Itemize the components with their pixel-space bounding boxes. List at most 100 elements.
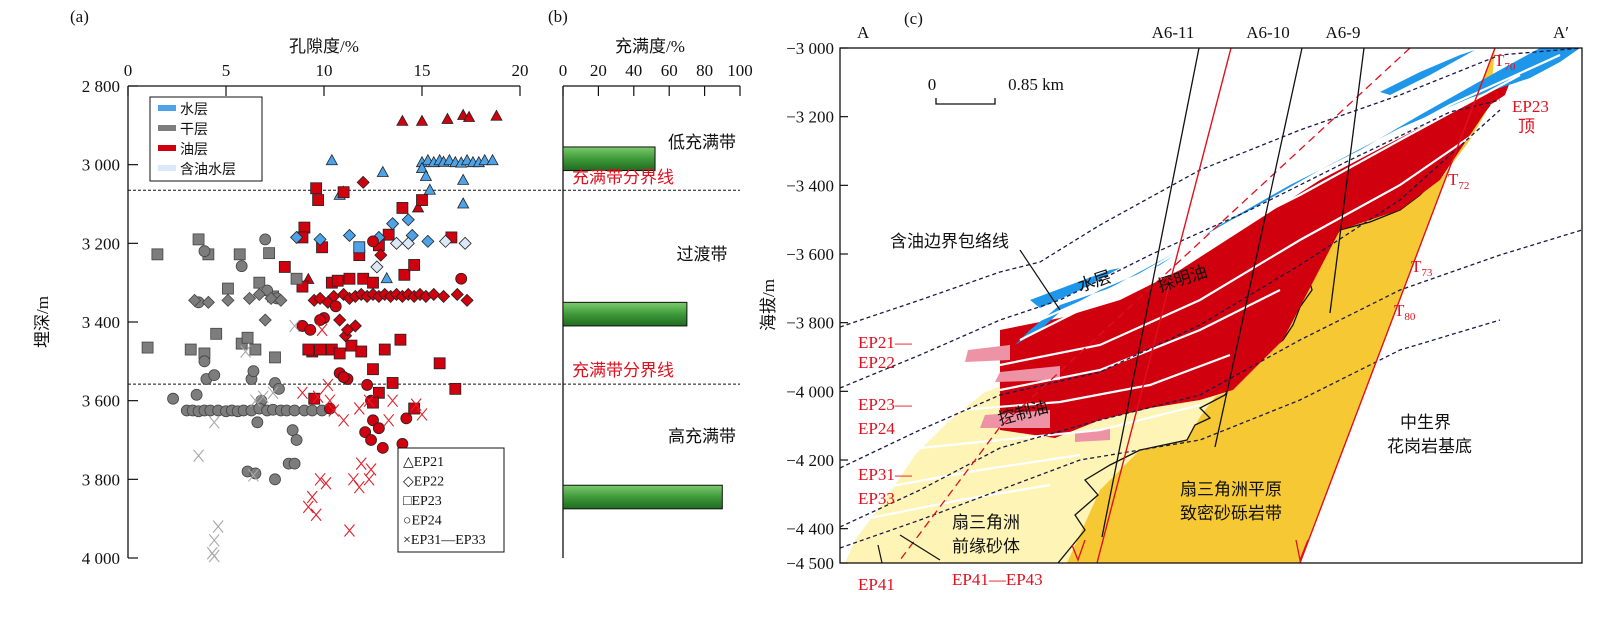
data-point-ep21-oil bbox=[415, 114, 429, 126]
x-tick-label: 20 bbox=[512, 61, 529, 80]
data-point-ep22-oil bbox=[333, 313, 347, 327]
horizon-t70: T70 bbox=[1494, 51, 1516, 73]
filling-x-tick-label: 40 bbox=[625, 61, 642, 80]
data-point-ep22-oil bbox=[436, 289, 451, 303]
data-point-ep23-oil bbox=[312, 194, 325, 206]
data-point-ep22-water bbox=[342, 228, 357, 243]
envelope-leader-line bbox=[1019, 249, 1061, 311]
data-point-ep23-oil bbox=[331, 274, 344, 287]
data-point-ep31-dry bbox=[267, 386, 279, 400]
annotation-fan-front: 扇三角洲 bbox=[952, 513, 1020, 532]
data-point-ep23-dry bbox=[290, 272, 303, 285]
data-point-ep21-oil bbox=[441, 112, 454, 124]
data-point-ep22-oil-water bbox=[370, 260, 384, 274]
panel-b-label: (b) bbox=[548, 7, 568, 26]
data-point-ep21-water bbox=[478, 153, 491, 166]
data-point-ep24-oil bbox=[337, 371, 350, 383]
scale-bar-label: 0.85 km bbox=[1008, 75, 1064, 94]
data-point-ep31-oil bbox=[363, 394, 375, 408]
strata-ep23-ep24: EP23— bbox=[858, 395, 913, 414]
data-point-ep21-water bbox=[423, 183, 437, 195]
data-point-ep23-oil bbox=[302, 343, 315, 356]
data-point-ep31-dry bbox=[212, 520, 224, 533]
filling-bar-0 bbox=[562, 146, 656, 172]
legend-swatch-oil bbox=[158, 145, 176, 151]
data-point-ep23-dry bbox=[263, 247, 276, 260]
well-a6-11[interactable] bbox=[1101, 48, 1200, 538]
fault-arrow-icon bbox=[1071, 539, 1309, 563]
data-point-ep21-water bbox=[456, 173, 470, 185]
data-point-ep31-oil bbox=[316, 323, 328, 337]
data-point-ep31-oil bbox=[387, 394, 399, 408]
elevation-tick-label: −4 400 bbox=[786, 520, 834, 539]
elevation-tick-label: −3 600 bbox=[786, 245, 834, 264]
panel-a-label: (a) bbox=[70, 7, 89, 26]
data-point-ep21-water bbox=[419, 169, 433, 181]
data-point-ep22-oil-water bbox=[389, 236, 404, 250]
well-a6-9[interactable] bbox=[1329, 48, 1365, 314]
data-point-ep31-dry bbox=[289, 319, 301, 333]
data-point-ep24-dry bbox=[269, 473, 281, 486]
section-frame bbox=[839, 47, 1583, 564]
data-point-ep24-dry bbox=[190, 388, 203, 401]
data-point-ep23-dry bbox=[233, 248, 246, 261]
data-point-ep31-oil bbox=[416, 408, 428, 421]
y-tick-label: 3 800 bbox=[82, 470, 120, 489]
filling-bar-2 bbox=[562, 484, 723, 510]
legend-swatch-oil-water bbox=[158, 165, 176, 171]
annotation-fan-plain-2: 致密砂砾岩带 bbox=[1180, 504, 1282, 523]
data-point-ep31-dry bbox=[193, 449, 204, 463]
elevation-tick-label: −3 800 bbox=[786, 314, 834, 333]
data-point-ep31-oil bbox=[314, 472, 326, 486]
strata-ep23-ep24-2: EP24 bbox=[858, 419, 895, 438]
data-point-ep24-dry bbox=[259, 233, 272, 246]
y-tick-label: 3 200 bbox=[82, 234, 120, 253]
data-point-ep24-dry bbox=[198, 245, 211, 258]
legend-member-ep24: ○EP24 bbox=[403, 514, 442, 529]
annotation-basement-2: 花岗岩基底 bbox=[1387, 437, 1472, 456]
data-point-ep23-oil bbox=[408, 259, 421, 271]
data-point-ep23-oil bbox=[367, 396, 379, 409]
ep23-top-label-2: 顶 bbox=[1518, 117, 1535, 136]
control-oil-band bbox=[995, 366, 1060, 382]
data-point-ep31-oil bbox=[310, 508, 322, 522]
data-point-ep24-dry bbox=[247, 365, 260, 378]
legend-swatch-water bbox=[158, 105, 176, 111]
strata-ep21-ep22: EP21— bbox=[858, 333, 913, 352]
data-point-ep31-oil bbox=[312, 390, 324, 404]
elevation-tick-label: −3 000 bbox=[786, 39, 834, 58]
data-point-ep24-dry bbox=[235, 260, 248, 273]
scale-bar-zero: 0 bbox=[928, 75, 937, 94]
x-tick-label: 5 bbox=[222, 61, 231, 80]
data-point-ep22-dry bbox=[252, 287, 266, 302]
control-oil-band bbox=[965, 345, 1010, 362]
data-point-ep31-oil bbox=[297, 386, 308, 400]
ep23-top-label: EP23 bbox=[1512, 97, 1549, 116]
boundary-label-1: 充满带分界线 bbox=[572, 168, 674, 187]
well-a6-10[interactable] bbox=[1214, 48, 1303, 448]
data-point-ep22-water bbox=[386, 217, 400, 231]
depth-axis-title: 埋深/m bbox=[33, 296, 52, 348]
data-point-ep23-dry bbox=[241, 331, 254, 344]
y-tick-label: 4 000 bbox=[82, 549, 120, 568]
data-point-ep22-oil-water bbox=[401, 236, 415, 250]
data-point-ep24-oil bbox=[376, 441, 389, 454]
data-point-ep23-dry bbox=[269, 351, 281, 364]
data-point-ep31-oil bbox=[353, 402, 365, 415]
annotation-water-layer: 水层 bbox=[1075, 267, 1113, 296]
data-point-ep23-oil bbox=[396, 202, 409, 214]
data-point-ep31-oil bbox=[383, 413, 395, 427]
y-tick-label: 3 000 bbox=[82, 156, 120, 175]
annotation-fan-front-2: 前缘砂体 bbox=[952, 537, 1020, 556]
data-point-ep23-oil bbox=[378, 343, 391, 356]
data-point-ep24-dry bbox=[273, 382, 285, 395]
panel-a: (a) 孔隙度/% 埋深/m 0 5 10 15 20 2 800 3 000 3 200 3… bbox=[33, 7, 740, 568]
data-point-ep22-oil bbox=[374, 248, 388, 262]
filling-x-tick-label: 20 bbox=[590, 61, 607, 80]
elevation-tick-label: −3 400 bbox=[786, 176, 834, 195]
data-point-ep24-oil bbox=[367, 235, 379, 248]
data-point-ep24-oil bbox=[455, 272, 468, 285]
data-point-ep23-oil bbox=[298, 221, 311, 234]
horizon-t72: T72 bbox=[1448, 170, 1469, 192]
data-point-ep23-oil bbox=[345, 339, 358, 352]
